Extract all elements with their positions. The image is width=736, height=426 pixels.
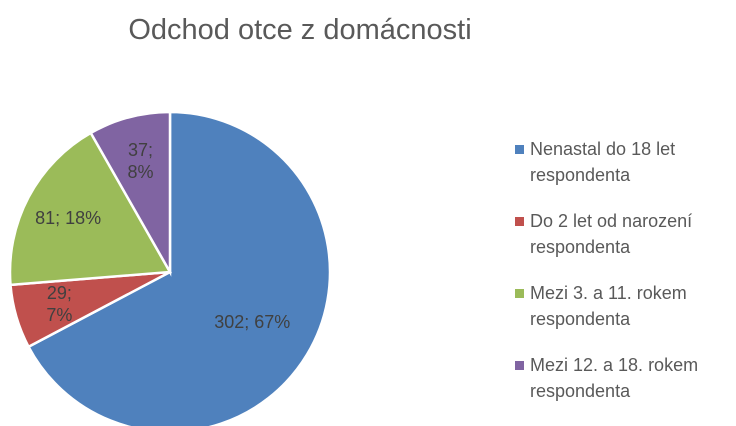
legend-swatch xyxy=(515,361,524,370)
legend-label: Mezi 12. a 18. rokem respondenta xyxy=(530,355,699,401)
legend-label: Do 2 let od narození respondenta xyxy=(530,211,693,257)
legend-swatch xyxy=(515,289,524,298)
data-label: 29; 7% xyxy=(46,283,73,326)
data-label: 302; 67% xyxy=(214,311,291,332)
data-label: 81; 18% xyxy=(35,208,102,229)
legend-item: Mezi 3. a 11. rokem respondenta xyxy=(512,280,730,332)
legend-item: Do 2 let od narození respondenta xyxy=(512,208,730,260)
legend-swatch xyxy=(515,145,524,154)
legend-item: Nenastal do 18 let respondenta xyxy=(512,136,730,188)
pie-slice xyxy=(26,110,332,426)
legend-swatch xyxy=(515,217,524,226)
chart-title: Odchod otce z domácnosti xyxy=(128,14,472,46)
legend-label: Nenastal do 18 let respondenta xyxy=(530,139,676,185)
legend-label: Mezi 3. a 11. rokem respondenta xyxy=(530,283,687,329)
legend-item: Mezi 12. a 18. rokem respondenta xyxy=(512,352,730,404)
pie-slice xyxy=(89,110,172,277)
legend: Nenastal do 18 let respondenta Do 2 let o… xyxy=(512,136,736,424)
data-label: 37; 8% xyxy=(127,139,154,182)
pie-slice xyxy=(8,131,173,287)
